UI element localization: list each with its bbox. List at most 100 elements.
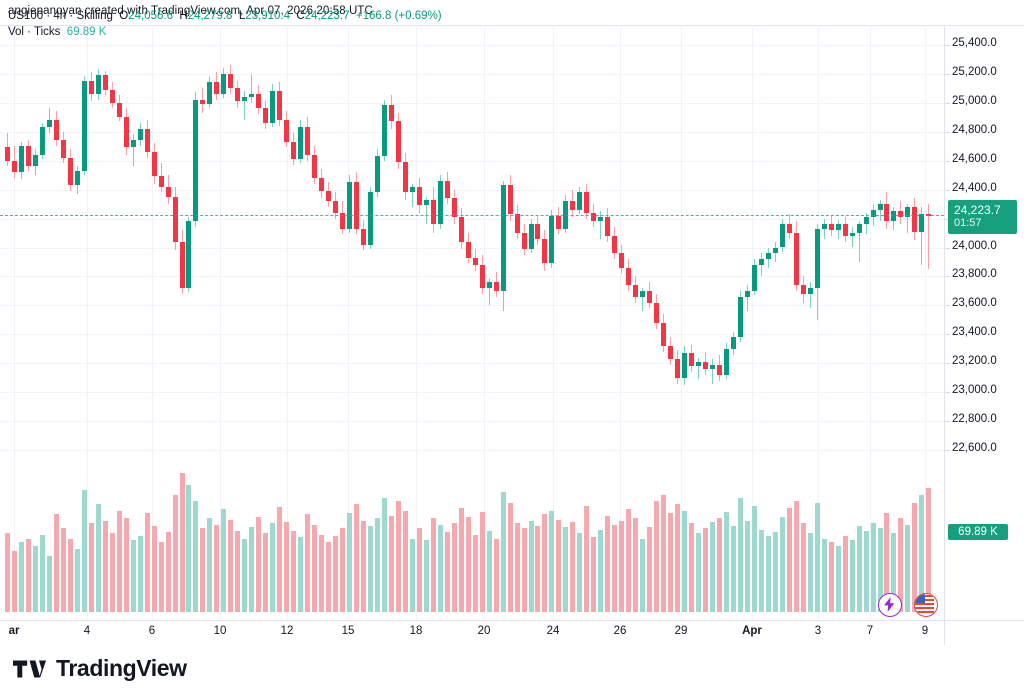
time-axis-label: Apr xyxy=(742,625,762,637)
gridline-vertical xyxy=(484,25,485,620)
candle-body xyxy=(640,290,646,297)
candle-body xyxy=(326,190,332,202)
volume-bar xyxy=(388,515,394,612)
candle-body xyxy=(577,192,583,210)
price-axis-tick xyxy=(945,334,950,336)
candle-body xyxy=(5,147,10,161)
legend-symbol[interactable]: US100 xyxy=(8,10,44,22)
candle-body xyxy=(32,154,38,167)
candle-body xyxy=(612,235,618,254)
volume-bar xyxy=(409,538,415,612)
price-axis-label: 24,400.0 xyxy=(952,181,997,194)
price-axis[interactable]: 25,400.0 25,200.0 25,000.0 24,800.0 24,600.0… xyxy=(945,25,1024,620)
candle-body xyxy=(863,217,869,225)
volume-bar xyxy=(444,532,450,612)
tradingview-logo[interactable]: TradingView xyxy=(13,657,187,680)
candle-body xyxy=(18,146,24,173)
legend-exchange: Skilling xyxy=(76,10,113,22)
time-axis-label: 24 xyxy=(546,625,560,637)
candle-body xyxy=(772,247,778,254)
candle-wick xyxy=(642,288,644,312)
candle-body xyxy=(95,75,101,94)
candle-body xyxy=(472,257,478,265)
candle-body xyxy=(884,204,890,222)
volume-bar xyxy=(912,503,918,612)
candle-body xyxy=(479,264,485,289)
gridline-vertical xyxy=(752,25,753,620)
volume-bar xyxy=(633,518,639,612)
candle-body xyxy=(437,180,443,225)
candle-body xyxy=(444,180,450,199)
candle-body xyxy=(409,186,415,193)
volume-bar xyxy=(716,518,722,612)
price-axis-tick xyxy=(945,421,950,423)
legend-volume-label[interactable]: Vol · Ticks xyxy=(8,26,61,38)
candle-body xyxy=(123,117,129,148)
volume-bar xyxy=(5,533,10,612)
time-axis-label: ar xyxy=(8,625,20,637)
volume-bar xyxy=(207,518,213,612)
candle-body xyxy=(102,75,108,90)
time-axis[interactable]: ar 4 6 10 12 15 18 20 24 26 29 Apr 3 7 9 xyxy=(0,621,944,645)
volume-bar xyxy=(549,510,555,612)
candle-body xyxy=(81,80,87,171)
gridline-vertical xyxy=(220,25,221,620)
candle-body xyxy=(354,182,359,229)
chart-bottom-border xyxy=(0,620,1024,621)
price-axis-tick xyxy=(945,189,950,191)
volume-bar xyxy=(360,520,366,612)
volume-bar xyxy=(270,523,276,612)
candle-body xyxy=(130,140,136,148)
volume-bar xyxy=(772,532,778,612)
candle-body xyxy=(821,224,827,229)
candle-body xyxy=(919,214,925,232)
lightning-badge-icon[interactable] xyxy=(878,593,902,617)
candle-body xyxy=(626,267,632,286)
chart-pane[interactable] xyxy=(0,25,944,620)
volume-bar xyxy=(228,519,234,612)
candle-body xyxy=(898,211,904,218)
legend-open-value: 24,056.6 xyxy=(128,10,173,22)
candle-wick xyxy=(907,204,909,233)
volume-bar xyxy=(423,539,429,612)
volume-bar xyxy=(765,536,771,612)
volume-bar xyxy=(723,511,729,612)
candle-body xyxy=(74,170,80,186)
gridline-vertical xyxy=(14,25,15,620)
volume-bar xyxy=(130,539,136,612)
time-axis-label: 15 xyxy=(341,625,355,637)
volume-bar xyxy=(158,542,164,612)
time-axis-label: 4 xyxy=(83,625,91,637)
us-flag-badge-icon[interactable] xyxy=(914,593,938,617)
candle-wick xyxy=(698,357,700,380)
gridline-vertical xyxy=(925,25,926,620)
current-price-badge[interactable]: 24,223.7 01:57 xyxy=(948,200,1017,235)
candle-body xyxy=(675,359,681,378)
candle-body xyxy=(591,212,597,222)
current-price-line xyxy=(0,215,944,217)
legend-interval[interactable]: 4h xyxy=(53,10,67,22)
gridline-horizontal xyxy=(0,247,944,249)
gridline-vertical xyxy=(152,25,153,620)
volume-bar xyxy=(381,498,387,612)
candle-body xyxy=(842,224,848,236)
volume-bar xyxy=(675,504,681,612)
gridline-horizontal xyxy=(0,392,944,394)
legend-close-label: C xyxy=(296,10,305,22)
candle-body xyxy=(926,214,932,216)
price-axis-tick xyxy=(945,305,950,307)
candle-wick xyxy=(928,204,930,270)
candle-body xyxy=(870,209,876,218)
volume-bar xyxy=(535,525,541,612)
volume-bar xyxy=(256,517,262,612)
volume-value-badge[interactable]: 69.89 K xyxy=(948,524,1008,540)
gridline-horizontal xyxy=(0,276,944,278)
candle-body xyxy=(88,80,94,94)
gridline-vertical xyxy=(818,25,819,620)
candle-body xyxy=(60,140,66,158)
volume-bar xyxy=(849,539,855,612)
volume-bar xyxy=(137,536,143,612)
price-axis-label: 24,800.0 xyxy=(952,123,997,136)
price-axis-label: 23,000.0 xyxy=(952,384,997,397)
volume-bar xyxy=(277,506,283,612)
